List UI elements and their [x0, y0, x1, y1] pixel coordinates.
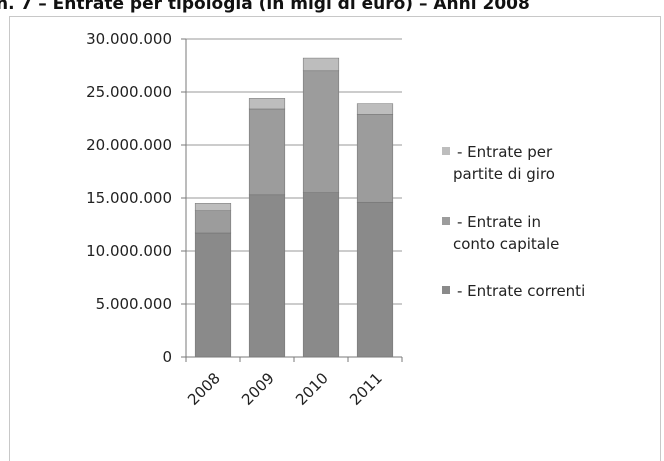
x-category-label: 2009	[238, 369, 278, 409]
legend-label: partite di giro	[453, 165, 555, 183]
legend-label: conto capitale	[453, 235, 559, 253]
y-tick-label: 30.000.000	[86, 30, 172, 48]
bar-segment-1-2011	[356, 201, 394, 358]
bar-segment-2-2009	[248, 108, 286, 196]
bar-segment-1-2009	[248, 194, 286, 358]
bar-segment-1-2008	[194, 232, 232, 358]
chart-frame	[9, 16, 661, 461]
y-axis-tick-labels: 0 5.000.000 10.000.000 15.000.000 20.000.000…	[86, 30, 172, 366]
x-category-label: 2010	[292, 369, 332, 409]
bar-segment-2-2011	[356, 114, 394, 203]
bar-segment-2-2008	[194, 210, 232, 234]
bar-segment-2-2010	[302, 70, 340, 193]
bar-segment-3-2009	[248, 98, 286, 110]
legend-label: - Entrate per	[457, 143, 553, 161]
chart-title: n. 7 – Entrate per tipologia (in migl di…	[0, 0, 530, 14]
legend-swatch	[442, 286, 450, 294]
bar-segment-3-2008	[194, 203, 232, 211]
bar-segment-1-2010	[302, 192, 340, 358]
bar-segment-3-2011	[356, 103, 394, 115]
y-tick-label: 15.000.000	[86, 189, 172, 207]
legend-label: - Entrate in	[457, 213, 541, 231]
legend: - Entrate per partite di giro - Entrate in…	[442, 143, 585, 300]
x-category-label: 2011	[346, 369, 386, 409]
bars	[194, 57, 394, 358]
legend-label: - Entrate correnti	[457, 282, 585, 300]
y-tick-label: 25.000.000	[86, 83, 172, 101]
legend-swatch	[442, 217, 450, 225]
legend-swatch	[442, 147, 450, 155]
x-category-label: 2008	[184, 369, 224, 409]
y-tick-label: 5.000.000	[96, 295, 172, 313]
y-tick-label: 20.000.000	[86, 136, 172, 154]
x-axis-category-labels: 2008 2009 2010 2011	[184, 369, 386, 409]
y-tick-label: 10.000.000	[86, 242, 172, 260]
bar-segment-3-2010	[302, 57, 340, 72]
y-tick-label: 0	[162, 348, 172, 366]
axes	[181, 38, 403, 362]
